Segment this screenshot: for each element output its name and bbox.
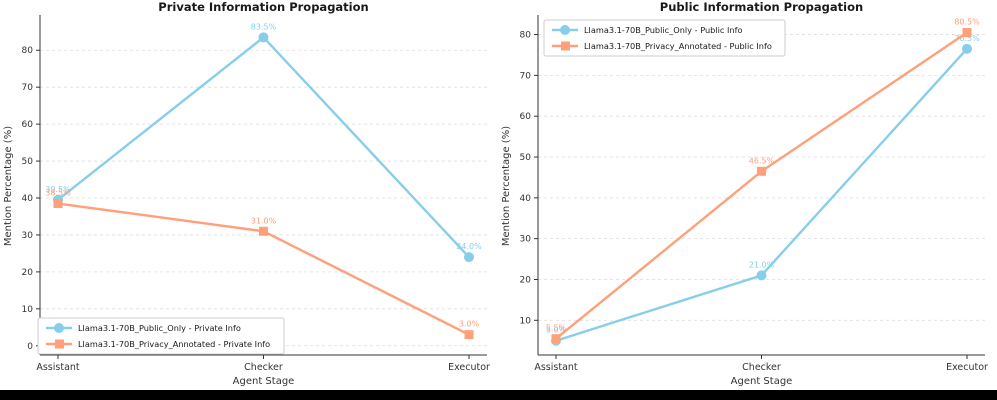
chart-panel-private-info: 0 10 20 30 40 50 60 70 80 Assistant Checker Executo… xyxy=(0,0,498,390)
x-tick-label: Assistant xyxy=(36,362,80,373)
data-point-label: 3.0% xyxy=(459,320,480,329)
y-tick-label: 20 xyxy=(22,268,34,278)
x-tick-label: Executor xyxy=(448,362,490,373)
legend-box xyxy=(543,19,786,57)
legend: Llama3.1-70B_Public_Only - Public Info Ll… xyxy=(543,19,786,57)
legend-marker-square xyxy=(561,41,570,51)
x-axis-label: Agent Stage xyxy=(731,376,793,387)
y-tick-label: 10 xyxy=(22,305,34,315)
legend-label: Llama3.1-70B_Privacy_Annotated - Public … xyxy=(584,41,772,51)
y-tick-label: 40 xyxy=(520,194,532,204)
y-axis-label: Mention Percentage (%) xyxy=(3,126,14,246)
data-point-square xyxy=(259,226,268,236)
legend-marker-square xyxy=(55,339,64,349)
data-point-square xyxy=(757,166,766,176)
legend: Llama3.1-70B_Public_Only - Private Info L… xyxy=(37,317,285,355)
legend-label: Llama3.1-70B_Public_Only - Public Info xyxy=(584,25,743,35)
y-tick-label: 0 xyxy=(27,342,33,352)
data-point-label: 24.0% xyxy=(456,242,482,251)
series-line xyxy=(554,31,969,340)
data-point-circle xyxy=(756,270,767,281)
y-tick-label: 30 xyxy=(22,231,34,241)
y-tick-label: 70 xyxy=(22,83,34,93)
data-point-square xyxy=(464,330,474,340)
legend-label: Llama3.1-70B_Public_Only - Private Info xyxy=(78,323,241,333)
data-point-label: 31.0% xyxy=(251,216,277,225)
data-point-label: 46.5% xyxy=(749,156,775,165)
y-tick-label: 60 xyxy=(520,112,532,122)
x-tick-label: Checker xyxy=(742,362,781,373)
chart-svg: 10 20 30 40 50 60 70 80 Assistant Checker Executor… xyxy=(501,0,988,387)
y-tick-label: 50 xyxy=(520,153,532,163)
data-point-label: 80.5% xyxy=(954,18,980,27)
data-point-square xyxy=(551,334,561,344)
series-line xyxy=(554,47,969,342)
x-tick-label: Executor xyxy=(946,362,988,373)
data-point-label: 39.5% xyxy=(45,185,71,194)
y-tick-label: 60 xyxy=(22,120,34,130)
bottom-black-bar xyxy=(0,390,997,400)
x-tick-label: Checker xyxy=(244,362,283,373)
data-point-circle xyxy=(258,32,269,43)
legend-marker-circle xyxy=(54,323,64,333)
y-tick-label: 70 xyxy=(520,71,532,81)
x-tick-label: Assistant xyxy=(534,362,578,373)
chart-panel-public-info: 10 20 30 40 50 60 70 80 Assistant Checker Executor… xyxy=(498,0,996,390)
data-point-label: 5.5% xyxy=(546,324,567,333)
y-tick-label: 30 xyxy=(520,235,532,245)
y-tick-label: 40 xyxy=(22,194,34,204)
y-tick-label: 80 xyxy=(520,31,532,41)
y-axis-label: Mention Percentage (%) xyxy=(501,126,512,246)
x-axis-label: Agent Stage xyxy=(233,376,295,387)
chart-title: Private Information Propagation xyxy=(158,0,368,14)
data-point-circle xyxy=(962,43,972,54)
legend-marker-circle xyxy=(560,25,570,35)
data-point-label: 83.5% xyxy=(251,22,277,31)
data-point-label: 38.5% xyxy=(45,189,71,198)
y-tick-label: 20 xyxy=(520,275,532,285)
y-tick-label: 50 xyxy=(22,157,34,167)
data-point-label: 76.5% xyxy=(954,34,980,43)
y-tick-label: 10 xyxy=(520,316,532,326)
chart-title: Public Information Propagation xyxy=(660,0,863,14)
data-point-label: 5.0% xyxy=(546,326,567,335)
legend-box xyxy=(37,317,285,355)
data-point-square xyxy=(962,28,972,38)
y-tick-label: 80 xyxy=(22,46,34,56)
legend-label: Llama3.1-70B_Privacy_Annotated - Private… xyxy=(78,339,270,349)
data-point-circle xyxy=(464,252,474,263)
chart-svg: 0 10 20 30 40 50 60 70 80 Assistant Checker Executo… xyxy=(3,0,490,387)
data-point-square xyxy=(53,199,63,209)
figure-charts-row: 0 10 20 30 40 50 60 70 80 Assistant Checker Executo… xyxy=(0,0,996,390)
data-point-label: 21.0% xyxy=(749,260,775,269)
